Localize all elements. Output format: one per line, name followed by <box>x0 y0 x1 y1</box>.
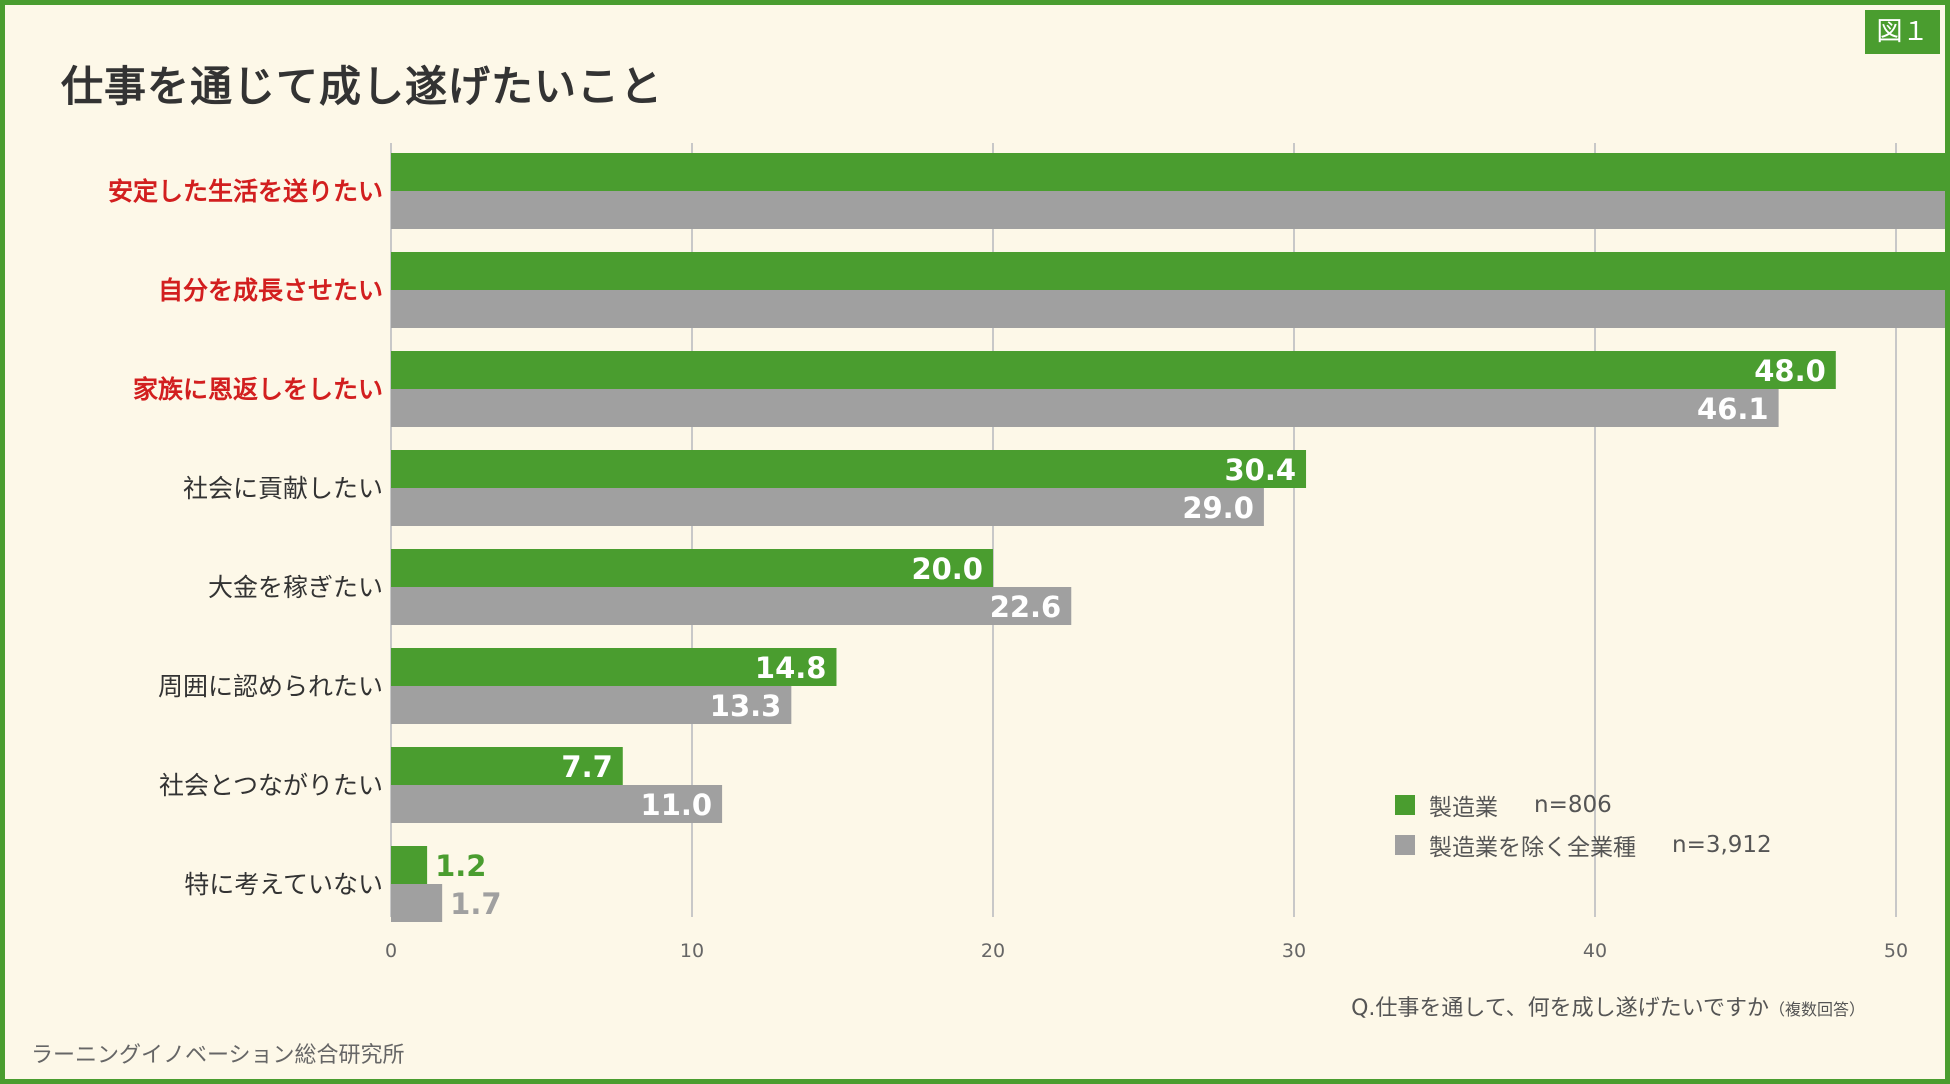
data-label-series-1: 7.7 <box>561 750 612 784</box>
x-tick-label: 40 <box>1583 940 1607 962</box>
data-label-series-1: 20.0 <box>911 552 983 586</box>
bar-series-1 <box>391 747 623 785</box>
legend-n-series-1: n=806 <box>1534 792 1612 818</box>
category-label: 特に考えていない <box>184 870 383 899</box>
bar-series-2 <box>391 389 1779 427</box>
legend-item-series-2: 製造業を除く全業種 n=3,912 <box>1395 825 1772 865</box>
question-text: Q.仕事を通して、何を成し遂げたいですか（複数回答） <box>1351 990 1865 1022</box>
x-tick-label: 50 <box>1884 940 1908 962</box>
category-label: 大金を稼ぎたい <box>208 573 383 602</box>
bar-series-2 <box>391 587 1072 625</box>
data-label-series-2: 1.7 <box>450 887 501 921</box>
x-tick-label: 30 <box>1282 940 1306 962</box>
data-label-series-1: 48.0 <box>1754 354 1826 388</box>
data-label-series-2: 11.0 <box>641 788 713 822</box>
bar-series-1 <box>391 450 1307 488</box>
bars: 69.564.755.556.448.046.130.429.020.022.6… <box>391 153 1945 922</box>
question-main: Q.仕事を通して、何を成し遂げたいですか <box>1351 996 1769 1021</box>
category-label: 社会とつながりたい <box>159 771 383 800</box>
legend-item-series-1: 製造業 n=806 <box>1395 785 1772 825</box>
category-label: 安定した生活を送りたい <box>108 177 383 206</box>
data-label-series-1: 14.8 <box>755 651 827 685</box>
legend-swatch-series-1 <box>1395 795 1415 815</box>
bar-series-1 <box>391 252 1945 290</box>
bar-series-1 <box>391 549 993 587</box>
data-label-series-2: 29.0 <box>1182 491 1254 525</box>
data-label-series-2: 22.6 <box>990 590 1062 624</box>
bar-series-2 <box>391 290 1945 328</box>
bar-series-2 <box>391 785 723 823</box>
figure-badge: 図１ <box>1865 10 1940 54</box>
legend-swatch-series-2 <box>1395 835 1415 855</box>
x-tick-label: 0 <box>385 940 397 962</box>
bar-series-2 <box>391 686 792 724</box>
data-label-series-2: 13.3 <box>710 689 782 723</box>
data-label-series-2: 46.1 <box>1697 392 1769 426</box>
bar-series-1 <box>391 153 1945 191</box>
bar-series-2 <box>391 884 443 922</box>
category-labels: 安定した生活を送りたい自分を成長させたい家族に恩返しをしたい社会に貢献したい大金… <box>108 177 383 899</box>
category-label: 周囲に認められたい <box>158 672 383 701</box>
data-label-series-1: 1.2 <box>435 849 486 883</box>
legend-label-series-2: 製造業を除く全業種 <box>1429 835 1636 861</box>
legend: 製造業 n=806 製造業を除く全業種 n=3,912 <box>1395 785 1772 865</box>
category-label: 家族に恩返しをしたい <box>133 375 383 404</box>
category-label: 社会に貢献したい <box>183 474 383 503</box>
legend-label-series-1: 製造業 <box>1429 795 1498 821</box>
bar-series-1 <box>391 351 1836 389</box>
bar-series-2 <box>391 488 1264 526</box>
bar-series-2 <box>391 191 1945 229</box>
bar-series-1 <box>391 648 837 686</box>
x-tick-label: 10 <box>680 940 704 962</box>
category-label: 自分を成長させたい <box>158 276 383 305</box>
page-title: 仕事を通じて成し遂げたいこと <box>61 62 664 111</box>
source-credit: ラーニングイノベーション総合研究所 <box>31 1043 405 1068</box>
data-label-series-1: 30.4 <box>1224 453 1296 487</box>
legend-n-series-2: n=3,912 <box>1672 832 1772 858</box>
question-note: （複数回答） <box>1768 1000 1865 1019</box>
bar-series-1 <box>391 846 428 884</box>
bar-chart: 69.564.755.556.448.046.130.429.020.022.6… <box>108 143 1945 962</box>
x-tick-label: 20 <box>981 940 1005 962</box>
x-axis-ticks: 010203040506070(%) <box>385 940 1908 962</box>
